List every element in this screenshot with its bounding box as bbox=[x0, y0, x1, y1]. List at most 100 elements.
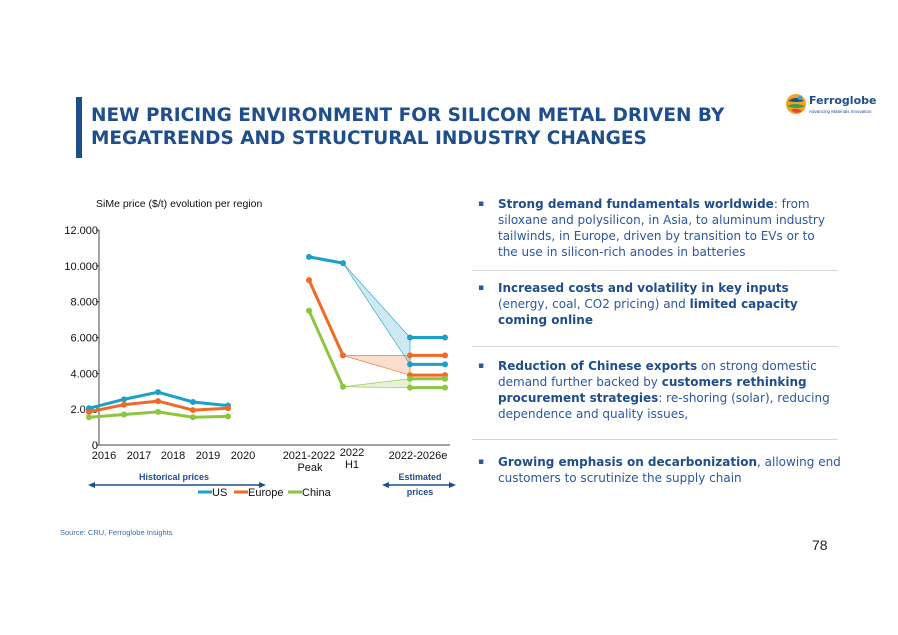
data-point bbox=[407, 375, 413, 382]
bullet-bold-2: customers rethinking procurement strateg… bbox=[498, 375, 807, 405]
data-point bbox=[407, 361, 413, 368]
x-tick-label: 2018 bbox=[161, 450, 185, 462]
title-line-2: MEGATRENDS AND STRUCTURAL INDUSTRY CHANG… bbox=[91, 128, 647, 149]
arrow-left-icon bbox=[382, 482, 389, 488]
data-point bbox=[407, 352, 413, 359]
legend-label: China bbox=[302, 487, 332, 499]
data-point bbox=[407, 334, 413, 341]
data-point bbox=[306, 253, 312, 260]
data-point bbox=[340, 352, 346, 359]
bullet-text: (energy, coal, CO2 pricing) and bbox=[498, 297, 690, 311]
data-point bbox=[442, 384, 448, 391]
x-tick-label: 2017 bbox=[127, 450, 151, 462]
series-line-peak bbox=[307, 310, 345, 388]
bullet-bold: Reduction of Chinese exports bbox=[498, 359, 698, 373]
x-tick-label-peak: 2021-2022 bbox=[283, 450, 336, 462]
bullet-divider bbox=[472, 270, 838, 271]
data-point bbox=[442, 334, 448, 341]
data-point bbox=[155, 389, 161, 396]
legend-label: Europe bbox=[248, 487, 283, 499]
page-number: 78 bbox=[812, 537, 828, 553]
globe-logo-icon bbox=[786, 94, 806, 114]
y-tick-label: 8.000 bbox=[70, 297, 98, 309]
bullet-text: : from siloxane and polysilicon, in Asia… bbox=[498, 197, 825, 259]
bullet-text: on strong domestic demand further backed… bbox=[498, 359, 817, 389]
bullet-decarbonization: ▪ Growing emphasis on decarbonization, a… bbox=[478, 454, 843, 486]
data-point bbox=[121, 396, 127, 403]
bullet-costs: ▪ Increased costs and volatility in key … bbox=[478, 280, 838, 328]
x-tick-label-h1: 2022 bbox=[340, 447, 364, 459]
title-accent-bar bbox=[76, 97, 82, 158]
bullet-marker: ▪ bbox=[478, 457, 485, 467]
caption-estimated: Estimated bbox=[398, 472, 441, 482]
data-point bbox=[442, 375, 448, 382]
title-line-1: NEW PRICING ENVIRONMENT FOR SILICON META… bbox=[91, 105, 725, 126]
change-band bbox=[342, 355, 411, 376]
bullet-marker: ▪ bbox=[478, 283, 485, 293]
data-point bbox=[407, 384, 413, 391]
bullet-bold-2: limited capacity coming online bbox=[498, 297, 798, 327]
y-tick-label: 4.000 bbox=[70, 368, 98, 380]
data-point bbox=[225, 413, 231, 420]
change-band bbox=[342, 378, 411, 388]
caption-estimated: prices bbox=[407, 487, 434, 497]
bullet-marker: ▪ bbox=[478, 361, 485, 371]
change-bands bbox=[342, 262, 411, 388]
y-tick-label: 0 bbox=[92, 440, 98, 452]
x-tick-label: 2020 bbox=[231, 450, 255, 462]
y-tick-label: 10.000 bbox=[64, 261, 98, 273]
data-point bbox=[306, 277, 312, 284]
data-point bbox=[442, 361, 448, 368]
bullet-exports: ▪ Reduction of Chinese exports on strong… bbox=[478, 358, 838, 422]
data-point bbox=[306, 307, 312, 314]
source-note: Source: CRU, Ferroglobe Insights bbox=[60, 528, 173, 537]
legend-label: US bbox=[212, 487, 227, 499]
data-point bbox=[121, 411, 127, 418]
data-point bbox=[225, 405, 231, 412]
change-band bbox=[342, 262, 411, 366]
x-tick-label-h1: H1 bbox=[345, 459, 359, 471]
x-tick-label: 2016 bbox=[92, 450, 116, 462]
bullet-text-2: : re-shoring (solar), reducing dependenc… bbox=[498, 391, 830, 421]
series-lines bbox=[86, 253, 448, 421]
bullet-divider bbox=[472, 346, 838, 347]
data-point bbox=[442, 352, 448, 359]
series-line-peak bbox=[308, 255, 344, 265]
x-tick-label-estimate: 2022-2026e bbox=[389, 450, 448, 462]
data-point bbox=[86, 414, 92, 421]
logo-name: Ferroglobe bbox=[809, 94, 877, 107]
x-tick-label: 2019 bbox=[196, 450, 220, 462]
bullet-divider bbox=[472, 439, 838, 440]
data-point bbox=[190, 407, 196, 414]
data-point bbox=[155, 408, 161, 415]
bullet-demand: ▪ Strong demand fundamentals worldwide: … bbox=[478, 196, 838, 260]
arrow-right-icon bbox=[259, 482, 266, 488]
y-tick-label: 6.000 bbox=[70, 333, 98, 345]
arrow-left-icon bbox=[88, 482, 95, 488]
logo-tagline: Advancing Materials Innovation bbox=[809, 109, 872, 114]
x-tick-label-peak: Peak bbox=[297, 462, 323, 474]
arrow-right-icon bbox=[449, 482, 456, 488]
bullet-text: , allowing end customers to scrutinize t… bbox=[498, 455, 841, 485]
y-tick-label: 12.000 bbox=[64, 225, 98, 237]
data-point bbox=[190, 399, 196, 405]
bullet-marker: ▪ bbox=[478, 199, 485, 209]
data-point bbox=[121, 401, 127, 408]
series-line-peak bbox=[307, 279, 345, 357]
ferroglobe-logo: Ferroglobe Advancing Materials Innovatio… bbox=[785, 91, 877, 121]
data-point bbox=[340, 260, 346, 267]
bullet-bold: Growing emphasis on decarbonization bbox=[498, 455, 758, 469]
data-point bbox=[155, 398, 161, 405]
caption-historical: Historical prices bbox=[139, 472, 209, 482]
data-point bbox=[190, 414, 196, 421]
bullet-bold: Increased costs and volatility in key in… bbox=[498, 281, 789, 295]
chart-title: SiMe price ($/t) evolution per region bbox=[96, 198, 263, 210]
page-title: NEW PRICING ENVIRONMENT FOR SILICON META… bbox=[91, 104, 751, 150]
chart-captions: Historical prices Estimated prices bbox=[88, 472, 456, 497]
chart-legend: US Europe China bbox=[198, 487, 332, 499]
data-point bbox=[86, 408, 92, 415]
data-point bbox=[340, 383, 346, 390]
